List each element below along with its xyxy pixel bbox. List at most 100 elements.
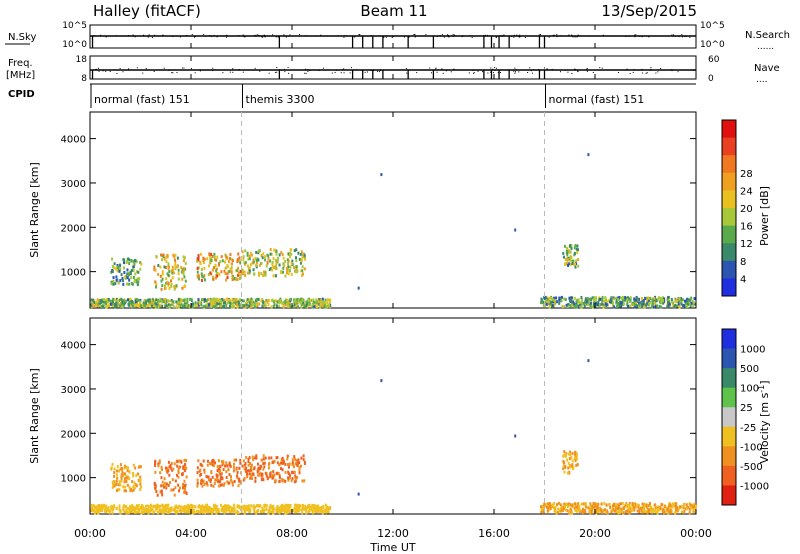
data-cell [183,479,186,483]
nsky-dot [262,36,264,38]
data-cell [683,509,686,513]
data-cell [301,273,304,277]
data-cell [263,300,266,304]
data-cell [685,503,688,507]
freq-dot [500,71,502,73]
data-cell [287,272,290,276]
data-cell [139,507,142,511]
data-cell [290,509,293,513]
freq-dot [473,72,475,74]
freq-dot [472,69,474,71]
data-cell [168,270,171,274]
data-cell [116,269,119,273]
data-cell [296,461,299,465]
data-cell [628,297,631,301]
data-cell [574,450,577,454]
data-cell [565,246,568,250]
data-cell [176,510,179,514]
data-cell [115,275,118,279]
data-cell [272,274,275,278]
data-cell [283,507,286,511]
data-cell [674,299,677,303]
data-cell [329,298,332,302]
data-cell [107,297,110,301]
data-cell [257,508,260,512]
data-cell [218,484,221,488]
data-cell [206,503,209,507]
data-cell [225,506,228,510]
data-cell [658,296,661,300]
colorbar-tick: 4 [740,274,746,285]
data-cell [599,303,602,307]
data-cell [628,506,631,510]
data-cell [135,270,138,274]
data-cell [249,462,252,466]
nsky-dot [283,34,285,36]
data-cell [678,305,681,309]
data-cell [232,305,235,309]
data-cell [129,270,132,274]
data-cell [557,501,560,505]
data-cell [287,478,290,482]
data-cell [281,504,284,508]
nsky-dot [359,34,361,36]
nsky-dot [162,34,164,36]
data-cell [280,271,283,275]
nave-label: Nave [754,63,780,74]
data-cell [230,262,233,266]
data-cell [165,281,168,285]
data-cell [126,276,129,280]
data-cell [220,297,223,301]
data-cell [589,301,592,305]
data-cell [118,488,121,492]
data-cell [229,267,232,271]
data-cell [608,503,611,507]
data-cell [594,301,597,305]
data-cell [595,503,598,507]
data-cell [279,298,282,302]
data-cell [213,252,216,256]
data-cell [671,505,674,509]
freq-dot [514,67,516,69]
data-cell [128,470,131,474]
data-cell [277,507,280,511]
data-cell [199,252,202,256]
data-cell [135,506,138,510]
data-cell [129,505,132,509]
data-cell [226,276,229,280]
data-cell [111,270,114,274]
data-cell [608,299,611,303]
freq-dot [378,71,380,73]
freq-dot [645,72,647,74]
data-cell [262,273,265,277]
data-cell [198,474,201,478]
data-cell [578,301,581,305]
data-cell [262,300,265,304]
freq-dot [601,67,603,69]
data-cell [282,256,285,260]
data-cell [218,480,221,484]
data-cell [268,508,271,512]
data-cell [235,467,238,471]
data-cell [171,265,174,269]
data-cell [288,476,291,480]
data-cell [313,305,316,309]
data-cell [99,302,102,306]
data-cell [197,298,200,302]
data-cell [138,305,141,309]
freq-dot [102,70,104,72]
data-cell [246,475,249,479]
data-cell [215,511,218,515]
data-cell [572,467,575,471]
data-cell [602,305,605,309]
data-cell [237,504,240,508]
data-cell [135,484,138,488]
data-cell [256,504,259,508]
freq-dot [212,67,214,69]
data-cell [240,270,243,274]
data-cell [614,296,617,300]
data-cell [611,508,614,512]
data-cell [307,298,310,302]
data-cell [197,459,200,463]
